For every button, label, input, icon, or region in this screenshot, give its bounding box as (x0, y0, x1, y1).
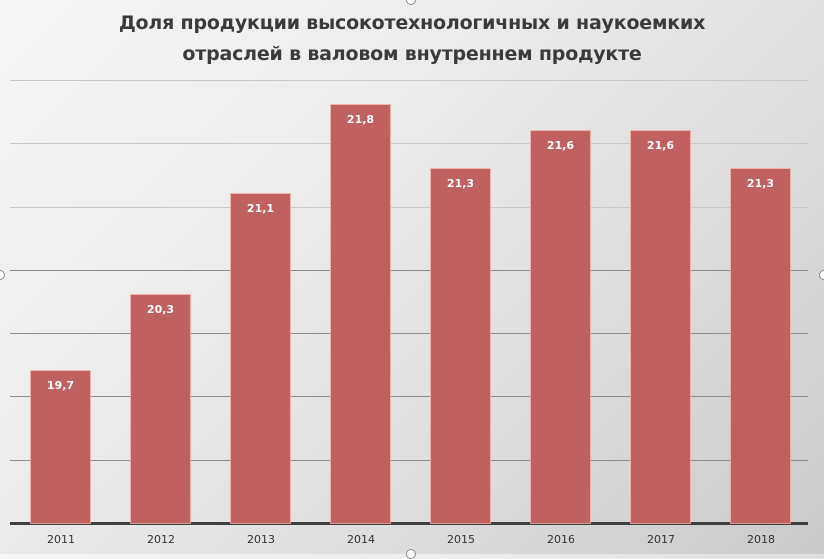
resize-handle-right[interactable] (819, 270, 824, 280)
gridline (10, 460, 808, 461)
bar-value-label: 21,8 (346, 113, 375, 126)
x-tick-label: 2014 (347, 533, 375, 546)
bar-2012[interactable]: 20,3 (131, 295, 190, 523)
gridline (10, 270, 808, 271)
chart-title: Доля продукции высокотехнологичных и нау… (0, 8, 824, 70)
bar-value-label: 21,3 (446, 177, 475, 190)
x-tick-label: 2018 (747, 533, 775, 546)
bar-2014[interactable]: 21,8 (331, 105, 390, 523)
gridline (10, 80, 808, 81)
x-tick-label: 2013 (247, 533, 275, 546)
bar-2013[interactable]: 21,1 (231, 194, 290, 523)
x-tick-label: 2011 (47, 533, 75, 546)
gridline (10, 396, 808, 397)
resize-handle-bottom[interactable] (406, 549, 416, 559)
bar-2017[interactable]: 21,6 (631, 131, 690, 523)
x-axis-line (10, 522, 808, 525)
bar-2018[interactable]: 21,3 (731, 169, 790, 523)
gridline (10, 207, 808, 208)
bar-value-label: 21,3 (746, 177, 775, 190)
gridline (10, 143, 808, 144)
bar-value-label: 21,6 (546, 139, 575, 152)
gridline (10, 333, 808, 334)
x-tick-label: 2016 (547, 533, 575, 546)
bar-2011[interactable]: 19,7 (31, 371, 90, 523)
chart-title-line-2: отраслей в валовом внутреннем продукте (182, 43, 642, 65)
chart-title-line-1: Доля продукции высокотехнологичных и нау… (118, 12, 706, 34)
x-tick-label: 2012 (147, 533, 175, 546)
x-tick-label: 2015 (447, 533, 475, 546)
bar-value-label: 20,3 (146, 303, 175, 316)
bar-2015[interactable]: 21,3 (431, 169, 490, 523)
bar-value-label: 21,6 (646, 139, 675, 152)
bar-value-label: 21,1 (246, 202, 275, 215)
bar-2016[interactable]: 21,6 (531, 131, 590, 523)
x-tick-label: 2017 (647, 533, 675, 546)
bar-value-label: 19,7 (46, 379, 75, 392)
